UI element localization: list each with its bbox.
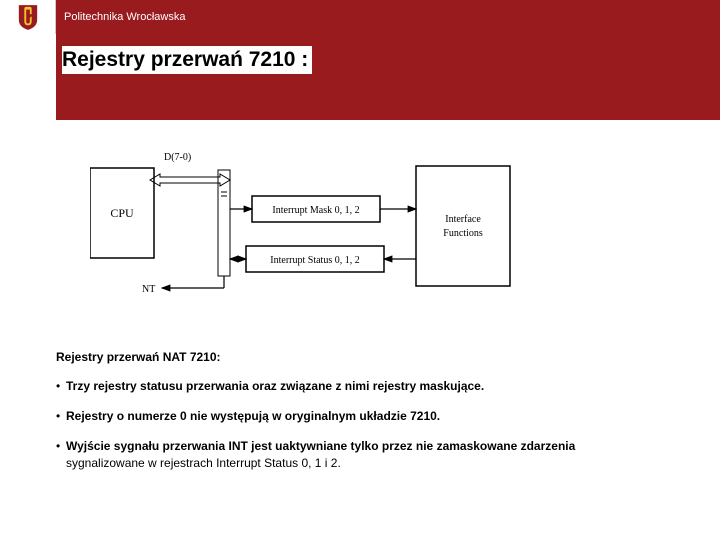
svg-text:NT: NT xyxy=(142,284,155,295)
university-name: Politechnika Wrocławska xyxy=(56,0,720,34)
interrupt-diagram: CPU D(7-0) NT Interrupt Mask 0, 1, 2 Interru… xyxy=(90,138,550,318)
shield-icon xyxy=(17,3,39,31)
bullet-item: •Trzy rejestry statusu przerwania oraz z… xyxy=(56,378,692,394)
page-title: Rejestry przerwań 7210 : xyxy=(62,46,312,74)
bullet-dot-icon: • xyxy=(56,408,66,424)
header-bar: Politechnika Wrocławska xyxy=(0,0,720,34)
content-body: Rejestry przerwań NAT 7210: •Trzy rejest… xyxy=(0,340,720,471)
bullet-item: •Rejestry o numerze 0 nie występują w or… xyxy=(56,408,692,424)
title-left-spacer xyxy=(0,34,56,120)
content-subheading: Rejestry przerwań NAT 7210: xyxy=(56,350,692,364)
svg-text:Interrupt Mask 0, 1, 2: Interrupt Mask 0, 1, 2 xyxy=(272,205,359,216)
title-banner: Rejestry przerwań 7210 : xyxy=(56,34,720,120)
title-row: Rejestry przerwań 7210 : xyxy=(0,34,720,120)
university-logo xyxy=(0,0,56,34)
bullet-item: •Wyjście sygnału przerwania INT jest uak… xyxy=(56,438,692,470)
bullet-text: Rejestry o numerze 0 nie występują w ory… xyxy=(66,408,440,424)
bullet-dot-icon: • xyxy=(56,438,66,470)
bullet-text: Wyjście sygnału przerwania INT jest uakt… xyxy=(66,438,575,470)
svg-text:D(7-0): D(7-0) xyxy=(164,152,191,163)
svg-text:Interrupt Status 0, 1, 2: Interrupt Status 0, 1, 2 xyxy=(270,255,359,266)
svg-text:Interface: Interface xyxy=(445,214,481,225)
svg-text:CPU: CPU xyxy=(110,206,134,220)
bullet-dot-icon: • xyxy=(56,378,66,394)
svg-text:Functions: Functions xyxy=(443,228,483,239)
bullet-text: Trzy rejestry statusu przerwania oraz zw… xyxy=(66,378,484,394)
diagram-area: CPU D(7-0) NT Interrupt Mask 0, 1, 2 Interru… xyxy=(0,120,720,340)
